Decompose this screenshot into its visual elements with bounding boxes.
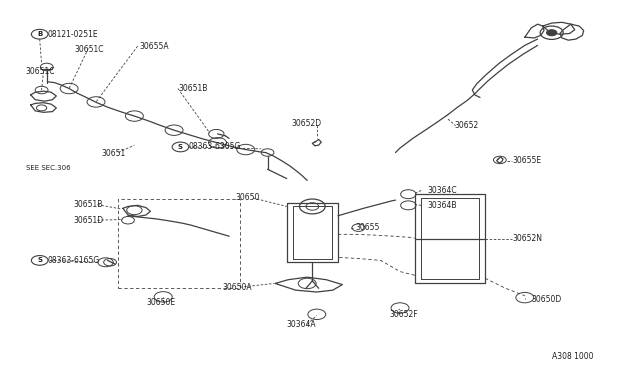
Text: 30652D: 30652D <box>291 119 321 128</box>
Text: SEE SEC.306: SEE SEC.306 <box>26 165 70 171</box>
Text: 30651B: 30651B <box>178 84 207 93</box>
Text: 30650: 30650 <box>236 193 260 202</box>
Text: 30650D: 30650D <box>531 295 561 304</box>
Text: 08121-0251E: 08121-0251E <box>48 30 99 39</box>
Text: A308 1000: A308 1000 <box>552 352 593 361</box>
Text: 08363-6165G: 08363-6165G <box>48 256 100 265</box>
Text: 30650E: 30650E <box>146 298 175 307</box>
Text: 30655A: 30655A <box>140 42 169 51</box>
Text: 30651C: 30651C <box>74 45 104 54</box>
Text: 30651B: 30651B <box>74 200 103 209</box>
Text: B: B <box>37 31 42 37</box>
Text: 30651: 30651 <box>101 149 125 158</box>
Text: 30655E: 30655E <box>512 156 541 165</box>
Circle shape <box>547 30 557 36</box>
Text: 30651C: 30651C <box>26 67 55 76</box>
Text: 30651D: 30651D <box>74 216 104 225</box>
Text: S: S <box>178 144 183 150</box>
Text: 30655: 30655 <box>355 223 380 232</box>
Text: 08363-6305G: 08363-6305G <box>189 142 241 151</box>
Text: 30652: 30652 <box>454 121 479 130</box>
Text: 30364B: 30364B <box>428 201 457 210</box>
Text: 30652F: 30652F <box>389 310 418 319</box>
Text: S: S <box>37 257 42 263</box>
Text: 30650A: 30650A <box>223 283 252 292</box>
Text: 30364C: 30364C <box>428 186 457 195</box>
Text: 30364A: 30364A <box>287 320 316 329</box>
Text: 30652N: 30652N <box>512 234 542 243</box>
